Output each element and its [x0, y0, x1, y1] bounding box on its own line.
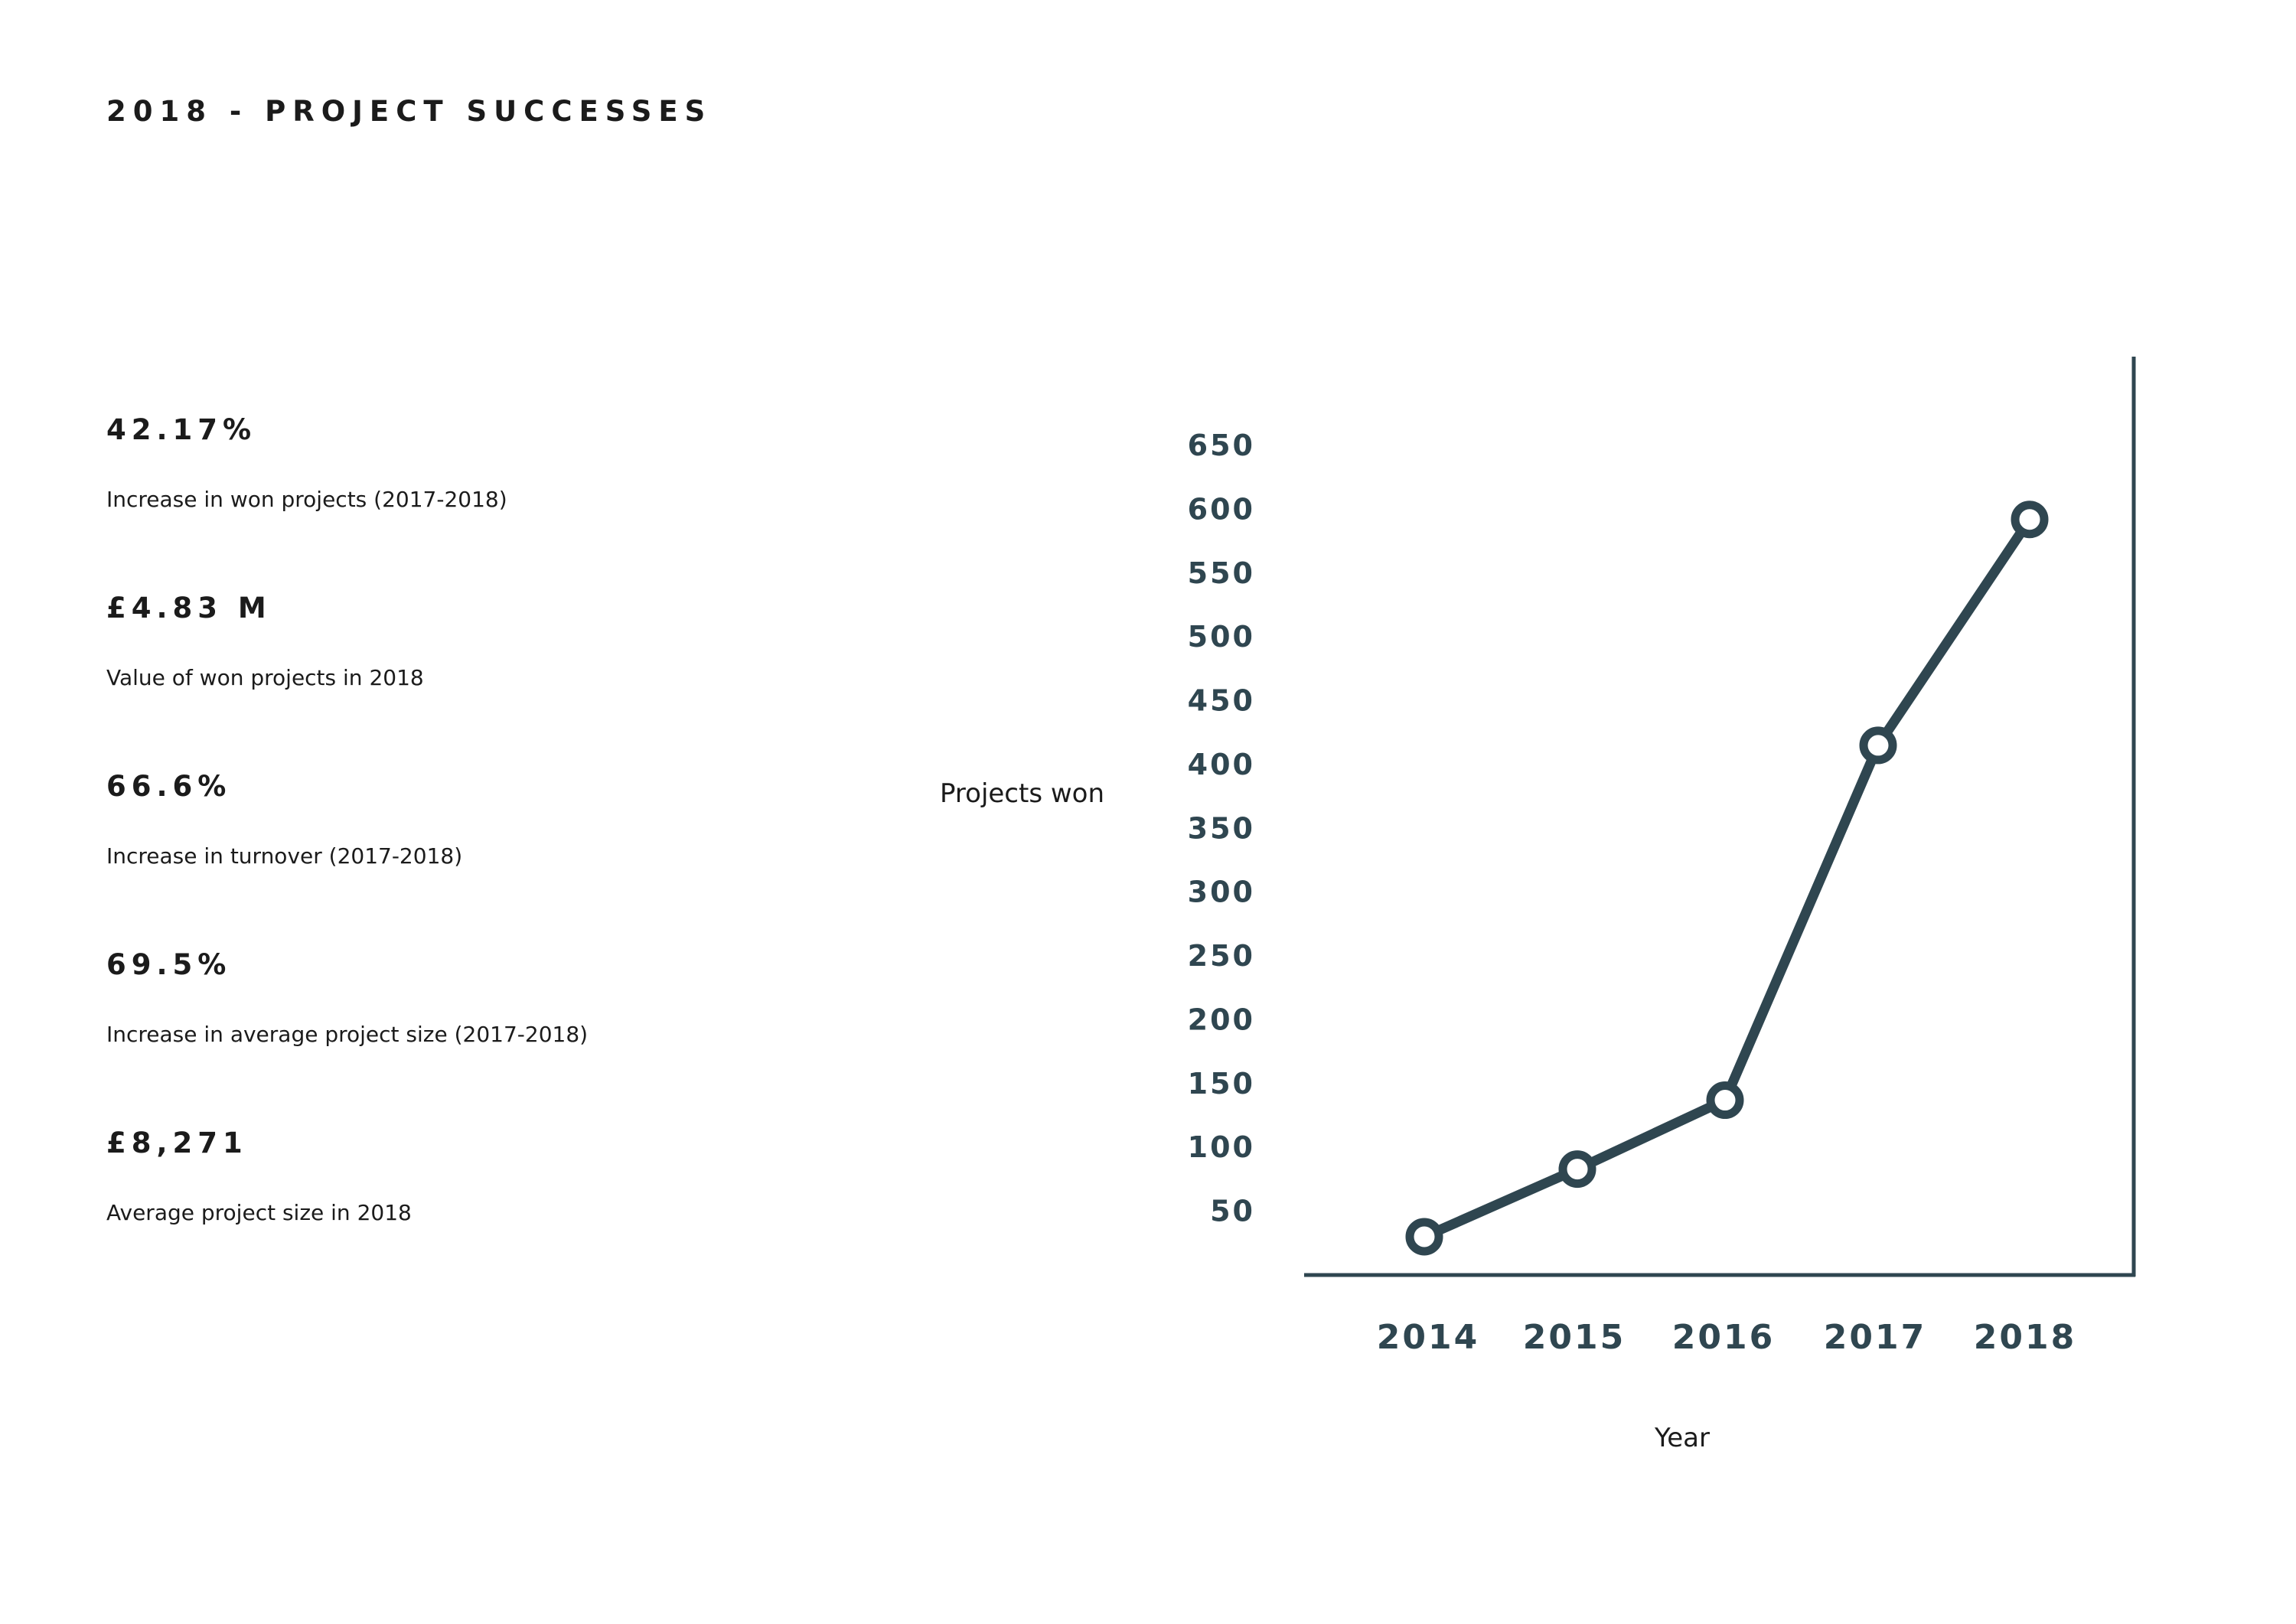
data-point [1859, 726, 1897, 765]
stat-label: Increase in turnover (2017-2018) [106, 843, 463, 869]
x-tick-label: 2016 [1672, 1318, 1775, 1357]
axis-labels: Projects won Year [940, 778, 1710, 1453]
stat-value: 69.5% [106, 948, 232, 981]
stat-value: 42.17% [106, 413, 257, 446]
y-tick-label: 450 [1188, 684, 1255, 718]
stat-turnover-increase: 66.6% Increase in turnover (2017-2018) [106, 770, 872, 869]
stat-avg-project-size: £8,271 Average project size in 2018 [106, 1127, 872, 1226]
stat-label: Value of won projects in 2018 [106, 665, 424, 690]
stat-won-projects-increase: 42.17% Increase in won projects (2017-20… [106, 413, 872, 513]
y-tick-label: 400 [1188, 748, 1255, 781]
page-title: 2018 - PROJECT SUCCESSES [106, 95, 713, 128]
y-tick-label: 350 [1188, 811, 1255, 845]
x-tick-label: 2014 [1377, 1318, 1479, 1357]
stat-value: 66.6% [106, 770, 232, 803]
y-tick-label: 150 [1188, 1067, 1255, 1101]
y-tick-label: 300 [1188, 876, 1255, 909]
series-group [1405, 501, 2049, 1256]
y-tick-label: 100 [1188, 1130, 1255, 1164]
series-line [1419, 514, 2035, 1242]
y-tick-label: 200 [1188, 1003, 1255, 1036]
y-tick-labels: 50 100 150 200 250 300 350 400 450 500 550 600 650 [1188, 429, 1255, 1228]
chart-axes [1304, 357, 2136, 1277]
data-point [1405, 1218, 1443, 1256]
stat-label: Average project size in 2018 [106, 1200, 412, 1225]
stat-won-projects-value: £4.83 M Value of won projects in 2018 [106, 592, 872, 691]
x-tick-label: 2017 [1824, 1318, 1926, 1357]
x-tick-labels: 2014 2015 2016 2017 2018 [1377, 1318, 2076, 1357]
y-tick-label: 600 [1188, 492, 1255, 526]
x-axis-label: Year [1654, 1423, 1710, 1453]
stat-label: Increase in won projects (2017-2018) [106, 487, 507, 512]
stat-avg-project-size-increase: 69.5% Increase in average project size (… [106, 948, 872, 1048]
y-tick-label: 50 [1210, 1195, 1255, 1228]
y-tick-label: 550 [1188, 556, 1255, 590]
y-tick-label: 500 [1188, 620, 1255, 654]
y-tick-label: 650 [1188, 429, 1255, 462]
stat-label: Increase in average project size (2017-2… [106, 1022, 589, 1047]
data-point [1706, 1081, 1744, 1120]
data-point [1558, 1150, 1596, 1189]
x-tick-label: 2015 [1523, 1318, 1626, 1357]
y-tick-label: 250 [1188, 939, 1255, 973]
stat-value: £4.83 M [106, 592, 272, 624]
stat-value: £8,271 [106, 1127, 248, 1159]
x-tick-label: 2018 [1974, 1318, 2076, 1357]
y-axis-label: Projects won [940, 778, 1104, 809]
data-point [2011, 501, 2049, 539]
